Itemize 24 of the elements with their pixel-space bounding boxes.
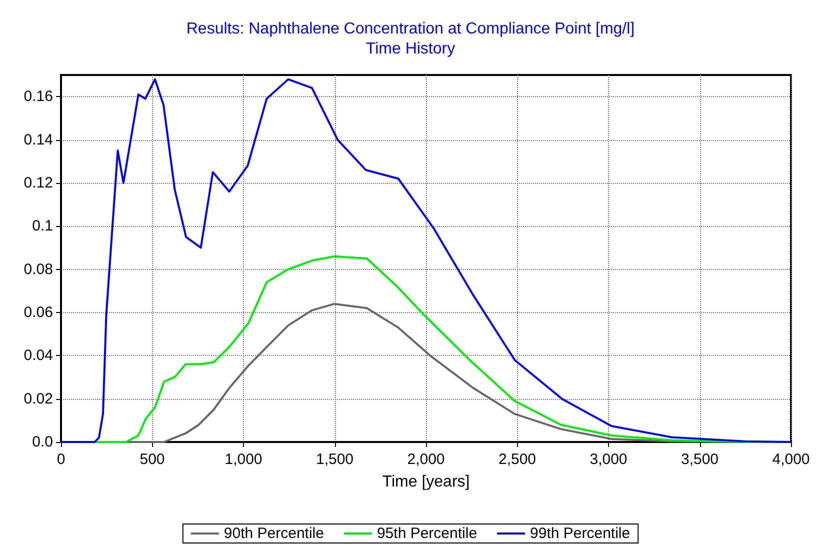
y-tick-label: 0.12: [24, 174, 53, 192]
legend-label: 99th Percentile: [530, 525, 630, 542]
x-tick-label: 4,000: [772, 451, 810, 468]
y-tick-label: 0.0: [32, 434, 53, 450]
chart-subtitle: Time History: [366, 40, 456, 58]
x-axis-title: Time [years]: [382, 474, 470, 490]
x-tick-label: 1,500: [316, 451, 354, 468]
y-tick-label: 0.14: [24, 131, 53, 148]
x-tick-label: 2,500: [498, 451, 536, 468]
x-tick-label: 2,000: [407, 451, 445, 468]
x-tick-label: 3,000: [590, 451, 628, 468]
y-tick-label: 0.04: [24, 347, 53, 364]
x-tick-label: 500: [140, 451, 165, 468]
y-tick-label: 0.1: [32, 218, 53, 235]
chart-title: Results: Naphthalene Concentration at Compliance Point [mg/l]: [186, 20, 635, 38]
legend-label: 95th Percentile: [376, 525, 478, 542]
legend-label: 90th Percentile: [224, 525, 324, 542]
y-tick-label: 0.06: [24, 304, 53, 321]
x-tick-label: 1,000: [224, 451, 262, 468]
y-tick-label: 0.02: [24, 390, 53, 408]
y-tick-label: 0.08: [24, 260, 53, 278]
x-tick-label: 0: [56, 451, 66, 468]
x-tick-label: 3,500: [680, 451, 719, 468]
y-tick-label: 0.16: [24, 88, 53, 106]
